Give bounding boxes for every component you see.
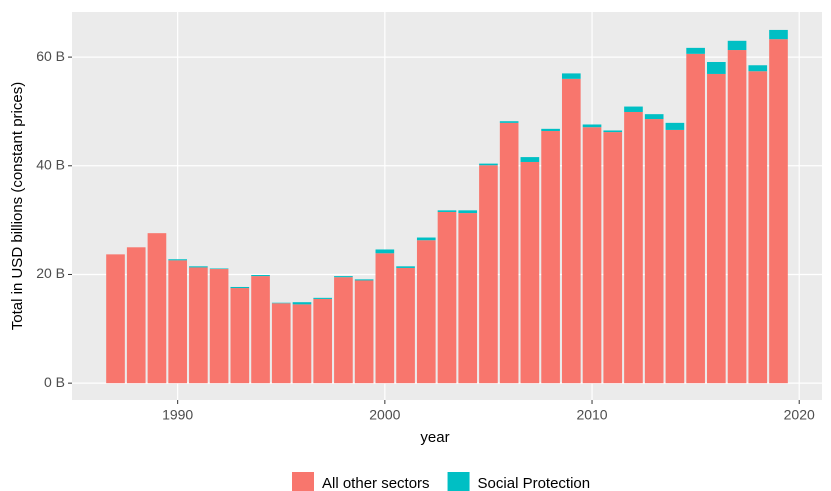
bar-segment (106, 254, 125, 384)
bar-segment (769, 29, 788, 40)
bar-segment (189, 267, 208, 384)
bar-segment (375, 249, 395, 254)
legend-swatch (447, 472, 470, 491)
y-tick-label: 40 B (36, 156, 65, 172)
x-tick-label: 1990 (162, 407, 193, 423)
bar-segment (479, 165, 498, 384)
legend: All other sectors Social Protection (292, 472, 590, 491)
bar-segment (416, 240, 436, 384)
bar-segment (209, 269, 229, 384)
bar-segment (251, 276, 270, 384)
bar-segment (561, 73, 581, 79)
bar-segment (396, 267, 415, 384)
bar-segment (292, 304, 312, 384)
bar-segment (354, 280, 374, 384)
bar-segment (375, 253, 395, 384)
bar-segment (665, 129, 685, 384)
bar-segment (396, 266, 415, 268)
bar-segment (189, 266, 208, 268)
bar-segment (644, 119, 664, 384)
bar-segment (230, 288, 250, 384)
bar-segment (437, 210, 457, 212)
bar-segment (147, 233, 167, 384)
bar-segment (520, 161, 540, 384)
bar-segment (748, 71, 768, 384)
bar-segment (354, 279, 374, 281)
bar-segment (313, 298, 333, 384)
legend-label: All other sectors (322, 475, 430, 491)
bar-segment (665, 122, 685, 130)
bar-segment (727, 50, 747, 384)
bar-segment (541, 128, 560, 132)
legend-label: Social Protection (478, 475, 591, 491)
bar-segment (686, 53, 705, 384)
bar-segment (437, 211, 457, 384)
bar-segment (458, 213, 478, 384)
bar-segment (251, 275, 270, 277)
bar-segment (479, 163, 498, 166)
bar-segment (561, 78, 581, 384)
bar-segment (707, 61, 726, 74)
bar-segment (624, 111, 643, 384)
bar-segment (313, 297, 333, 299)
bar-segment (748, 65, 768, 72)
bar-segment (520, 157, 540, 162)
bars (106, 29, 788, 384)
bar-segment (644, 114, 664, 120)
bar-segment (271, 302, 291, 304)
y-tick-label: 0 B (44, 374, 65, 390)
bar-segment (168, 260, 187, 384)
x-axis-title: year (420, 429, 449, 446)
y-tick-label: 60 B (36, 48, 65, 64)
bar-segment (707, 73, 726, 384)
bar-segment (624, 106, 643, 112)
bar-segment (292, 302, 312, 305)
x-tick-label: 2000 (369, 407, 400, 423)
y-axis-title: Total in USD billions (constant prices) (9, 82, 26, 330)
bar-segment (541, 131, 560, 384)
bar-segment (686, 47, 705, 54)
bar-segment (603, 130, 623, 133)
bar-segment (727, 40, 747, 51)
bar-segment (334, 277, 353, 384)
y-tick-label: 20 B (36, 265, 65, 281)
bar-segment (582, 124, 602, 128)
x-tick-label: 2010 (576, 407, 607, 423)
bar-segment (582, 127, 602, 384)
bar-segment (603, 132, 623, 384)
bar-segment (334, 276, 353, 278)
bar-segment (499, 121, 519, 123)
legend-swatch (292, 472, 314, 491)
bar-segment (769, 39, 788, 384)
bar-segment (271, 303, 291, 384)
x-tick-label: 2020 (784, 407, 815, 423)
bar-segment (209, 268, 229, 270)
bar-segment (499, 122, 519, 384)
bar-segment (126, 247, 146, 384)
bar-segment (416, 237, 436, 241)
bar-segment (458, 210, 478, 214)
bar-segment (230, 286, 250, 289)
bar-segment (168, 259, 187, 261)
